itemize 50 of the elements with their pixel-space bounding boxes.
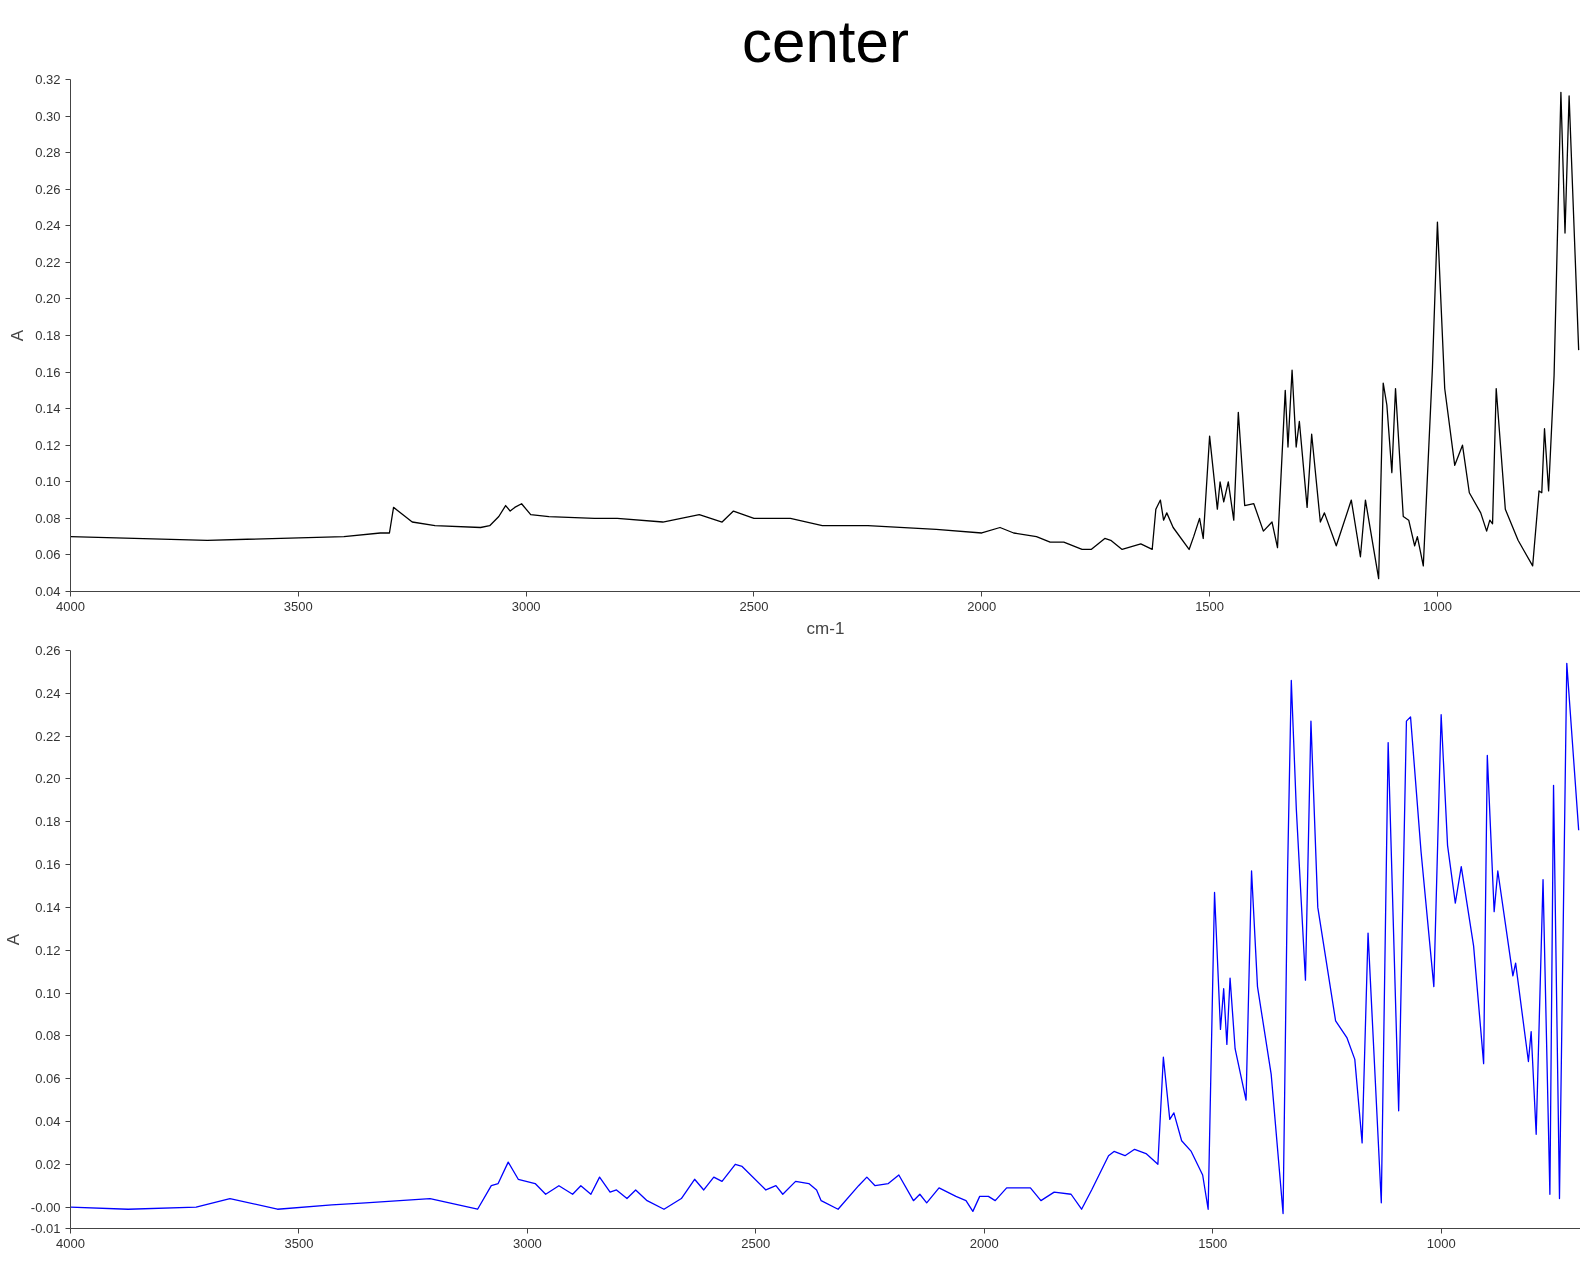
x-tick-label: 2000 — [969, 1235, 999, 1251]
y-tick-label: 0.02 — [35, 1156, 61, 1172]
y-tick-label: 0.18 — [35, 328, 61, 343]
y-axis-title: A — [8, 329, 28, 342]
y-tick-label: 0.16 — [35, 857, 61, 873]
y-tick-label: -0.00 — [30, 1199, 61, 1215]
x-tick-label: 1500 — [1198, 1235, 1228, 1251]
y-tick-label: 0.28 — [35, 145, 61, 161]
y-tick-label: -0.01 — [30, 1221, 61, 1236]
y-tick-label: 0.24 — [35, 218, 61, 234]
line-series — [70, 91, 1580, 580]
y-tick-label: 0.32 — [35, 72, 61, 87]
y-tick-label: 0.16 — [35, 364, 61, 380]
y-tick-label: 0.04 — [35, 584, 61, 599]
x-axis-title: cm-1 — [806, 618, 845, 638]
line-series — [70, 662, 1580, 1215]
y-tick-label: 0.06 — [35, 547, 61, 563]
y-tick-label: 0.08 — [35, 510, 61, 526]
y-tick-label: 0.30 — [35, 108, 61, 124]
x-tick-label: 2500 — [739, 598, 769, 614]
x-tick-label: 3000 — [511, 598, 541, 614]
y-tick-label: 0.06 — [35, 1071, 61, 1087]
x-tick-label: 2500 — [741, 1235, 771, 1251]
y-tick-label: 0.12 — [35, 437, 61, 453]
x-tick-label: 3500 — [283, 598, 313, 614]
x-tick-label: 1000 — [1422, 598, 1452, 614]
y-tick-label: 0.14 — [35, 401, 61, 417]
y-tick-label: 0.24 — [35, 685, 61, 701]
x-tick-label: 2000 — [967, 598, 997, 614]
y-tick-label: 0.18 — [35, 814, 61, 830]
y-tick-label: 0.04 — [35, 1113, 61, 1129]
y-tick-label: 0.20 — [35, 291, 61, 307]
x-tick-label: 4000 — [56, 1235, 85, 1251]
y-tick-label: 0.22 — [35, 728, 61, 744]
x-tick-label: 1000 — [1426, 1235, 1456, 1251]
y-tick-label: 0.26 — [35, 181, 61, 197]
y-tick-label: 0.10 — [35, 474, 61, 490]
x-tick-label: 4000 — [56, 598, 85, 614]
y-tick-label: 0.12 — [35, 942, 61, 958]
y-tick-label: 0.22 — [35, 254, 61, 270]
y-tick-label: 0.26 — [35, 643, 61, 658]
y-tick-label: 0.14 — [35, 899, 61, 915]
chart-title: center — [742, 7, 909, 75]
x-tick-label: 3500 — [284, 1235, 314, 1251]
y-tick-label: 0.08 — [35, 1028, 61, 1044]
y-axis-title: A — [3, 933, 23, 946]
y-tick-label: 0.10 — [35, 985, 61, 1001]
y-tick-label: 0.20 — [35, 771, 61, 787]
x-tick-label: 3000 — [512, 1235, 542, 1251]
x-tick-label: 1500 — [1195, 598, 1225, 614]
